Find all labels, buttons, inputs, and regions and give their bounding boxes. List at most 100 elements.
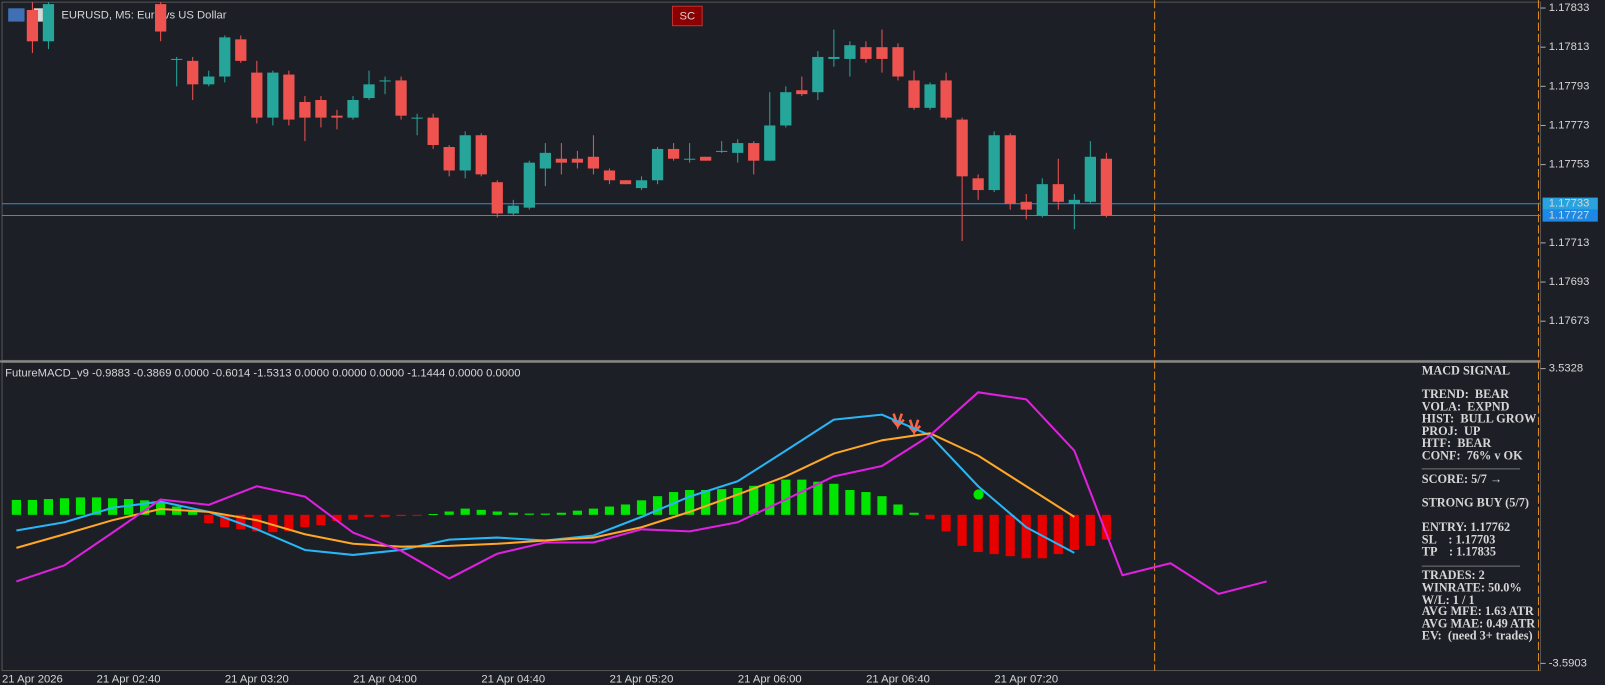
histogram-bar — [893, 504, 903, 515]
price-label: 1.17727 — [1549, 209, 1590, 221]
x-tick-label: 21 Apr 04:40 — [481, 674, 545, 685]
signal-dot — [973, 489, 984, 500]
histogram-bar — [91, 497, 102, 515]
menu-icon[interactable] — [8, 8, 25, 22]
histogram-bar — [797, 479, 807, 515]
candle-body — [908, 80, 920, 108]
histogram-bar — [765, 483, 775, 515]
histogram-bar — [572, 510, 583, 515]
candle-body — [748, 143, 760, 161]
candle-body — [363, 84, 375, 99]
candle-body — [507, 205, 519, 214]
candle-body — [956, 119, 968, 177]
candle-body — [635, 180, 648, 189]
candle-body — [924, 84, 936, 108]
candle-body — [1004, 135, 1016, 204]
candle-body — [603, 170, 616, 181]
histogram-bar — [43, 499, 54, 515]
panel-line: ENTRY: 1.17762 — [1422, 520, 1510, 534]
panel-line: TP : 1.17835 — [1422, 545, 1496, 559]
histogram-bar — [11, 499, 21, 515]
histogram-bar — [685, 489, 695, 515]
histogram-bar — [220, 514, 230, 528]
panel-line: TREND: BEAR — [1422, 387, 1509, 401]
candle-body — [619, 180, 632, 185]
histogram-bar — [460, 508, 470, 515]
histogram-bar — [332, 514, 342, 522]
y-tick-label: 1.17773 — [1549, 119, 1590, 131]
candle-body — [251, 72, 263, 118]
panel-line: SL : 1.17703 — [1422, 532, 1496, 546]
histogram-bar — [941, 514, 951, 532]
sc-button-label[interactable]: SC — [680, 10, 696, 22]
histogram-bar — [59, 498, 70, 515]
y-tick-label: 1.17693 — [1549, 276, 1590, 288]
candle-body — [411, 117, 423, 119]
symbol-title: EURUSD, M5: Euro vs US Dollar — [61, 9, 226, 21]
candle-body — [716, 150, 728, 152]
indicator-line — [16, 432, 1075, 549]
indicator-label: FutureMACD_v9 -0.9883 -0.3869 0.0000 -0.… — [5, 368, 520, 380]
candle-body — [283, 74, 295, 120]
candle-body — [171, 58, 183, 60]
candle-body — [780, 92, 792, 126]
histogram-bar — [268, 514, 278, 533]
price-label-box — [1542, 197, 1598, 210]
y-tick-label: 1.17673 — [1549, 315, 1590, 327]
candle-body — [940, 80, 952, 118]
histogram-bar — [27, 499, 38, 515]
candle-body — [1020, 201, 1032, 210]
x-tick-label: 21 Apr 02:40 — [97, 674, 161, 685]
histogram-bar — [877, 496, 887, 515]
panel-line: VOLA: EXPND — [1422, 399, 1510, 413]
histogram-bar — [604, 506, 615, 515]
candle-body — [235, 39, 247, 61]
histogram-bar — [925, 514, 935, 519]
panel-line: AVG MAE: 0.49 ATR — [1422, 616, 1535, 630]
indicator-line — [16, 391, 1267, 595]
x-tick-label: 21 Apr 04:00 — [353, 674, 417, 685]
candle-body — [732, 143, 744, 153]
histogram-bar — [252, 514, 262, 532]
histogram-bar — [781, 479, 791, 515]
panel-line: EV: (need 3+ trades) — [1422, 629, 1533, 643]
histogram-bar — [845, 489, 855, 515]
candle-body — [1068, 199, 1080, 204]
histogram-bar — [636, 500, 647, 515]
histogram-bar — [1053, 514, 1063, 555]
candle-body — [523, 162, 535, 208]
candle-body — [667, 148, 680, 159]
candle-body — [459, 135, 471, 171]
candle-body — [1052, 184, 1064, 202]
histogram-bar — [652, 496, 663, 515]
x-tick-label: 21 Apr 2026 — [2, 674, 63, 685]
y-tick-label: 1.17813 — [1549, 41, 1590, 53]
candle-body — [203, 76, 215, 85]
candle-body — [379, 80, 391, 82]
histogram-bar — [989, 514, 999, 555]
panel-line: STRONG BUY (5/7) — [1422, 496, 1529, 510]
panel-line: AVG MFE: 1.63 ATR — [1422, 604, 1534, 618]
candle-body — [828, 56, 840, 59]
price-label: 1.17733 — [1549, 198, 1590, 210]
histogram-bar — [957, 514, 967, 546]
x-tick-label: 21 Apr 03:20 — [225, 674, 289, 685]
histogram-bar — [140, 500, 150, 515]
histogram-bar — [556, 512, 566, 515]
histogram-bar — [236, 514, 246, 530]
histogram-bar — [540, 513, 550, 515]
candle-body — [42, 4, 55, 42]
histogram-bar — [588, 508, 599, 515]
panel-line: HIST: BULL GROW — [1422, 412, 1537, 426]
candle-body — [347, 100, 359, 118]
candle-body — [475, 135, 487, 175]
candle-body — [331, 115, 343, 118]
y-tick-label: 1.17713 — [1549, 237, 1590, 249]
candle-body — [1100, 158, 1113, 216]
histogram-bar — [1021, 514, 1031, 559]
candle-body — [26, 9, 39, 42]
sc-button[interactable] — [671, 5, 703, 27]
histogram-bar — [861, 492, 871, 515]
